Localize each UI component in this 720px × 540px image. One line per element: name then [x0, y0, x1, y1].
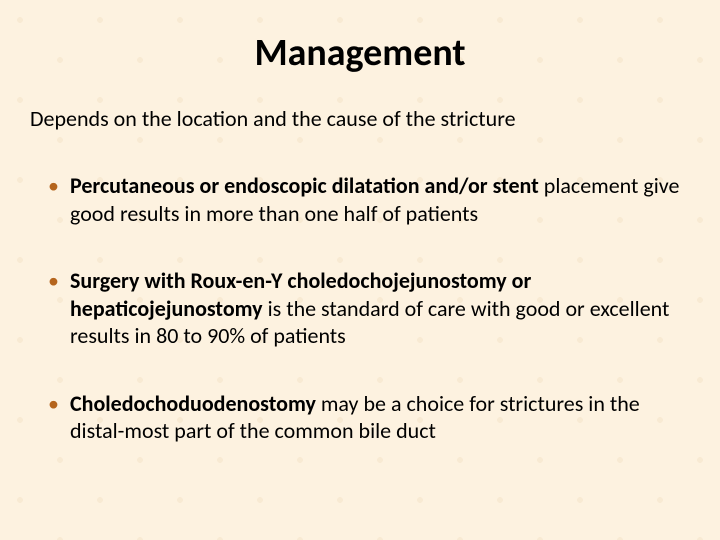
slide-title: Management	[30, 30, 690, 76]
list-item: Surgery with Roux-en-Y choledochojejunos…	[48, 267, 690, 350]
slide-intro-text: Depends on the location and the cause of…	[30, 106, 690, 132]
list-item: Percutaneous or endoscopic dilatation an…	[48, 172, 690, 227]
bullet-bold: Choledochoduodenostomy	[70, 390, 316, 417]
slide-container: Management Depends on the location and t…	[0, 0, 720, 540]
bullet-bold: Percutaneous or endoscopic dilatation an…	[70, 172, 539, 199]
list-item: Choledochoduodenostomy may be a choice f…	[48, 390, 690, 445]
bullet-list: Percutaneous or endoscopic dilatation an…	[30, 172, 690, 445]
